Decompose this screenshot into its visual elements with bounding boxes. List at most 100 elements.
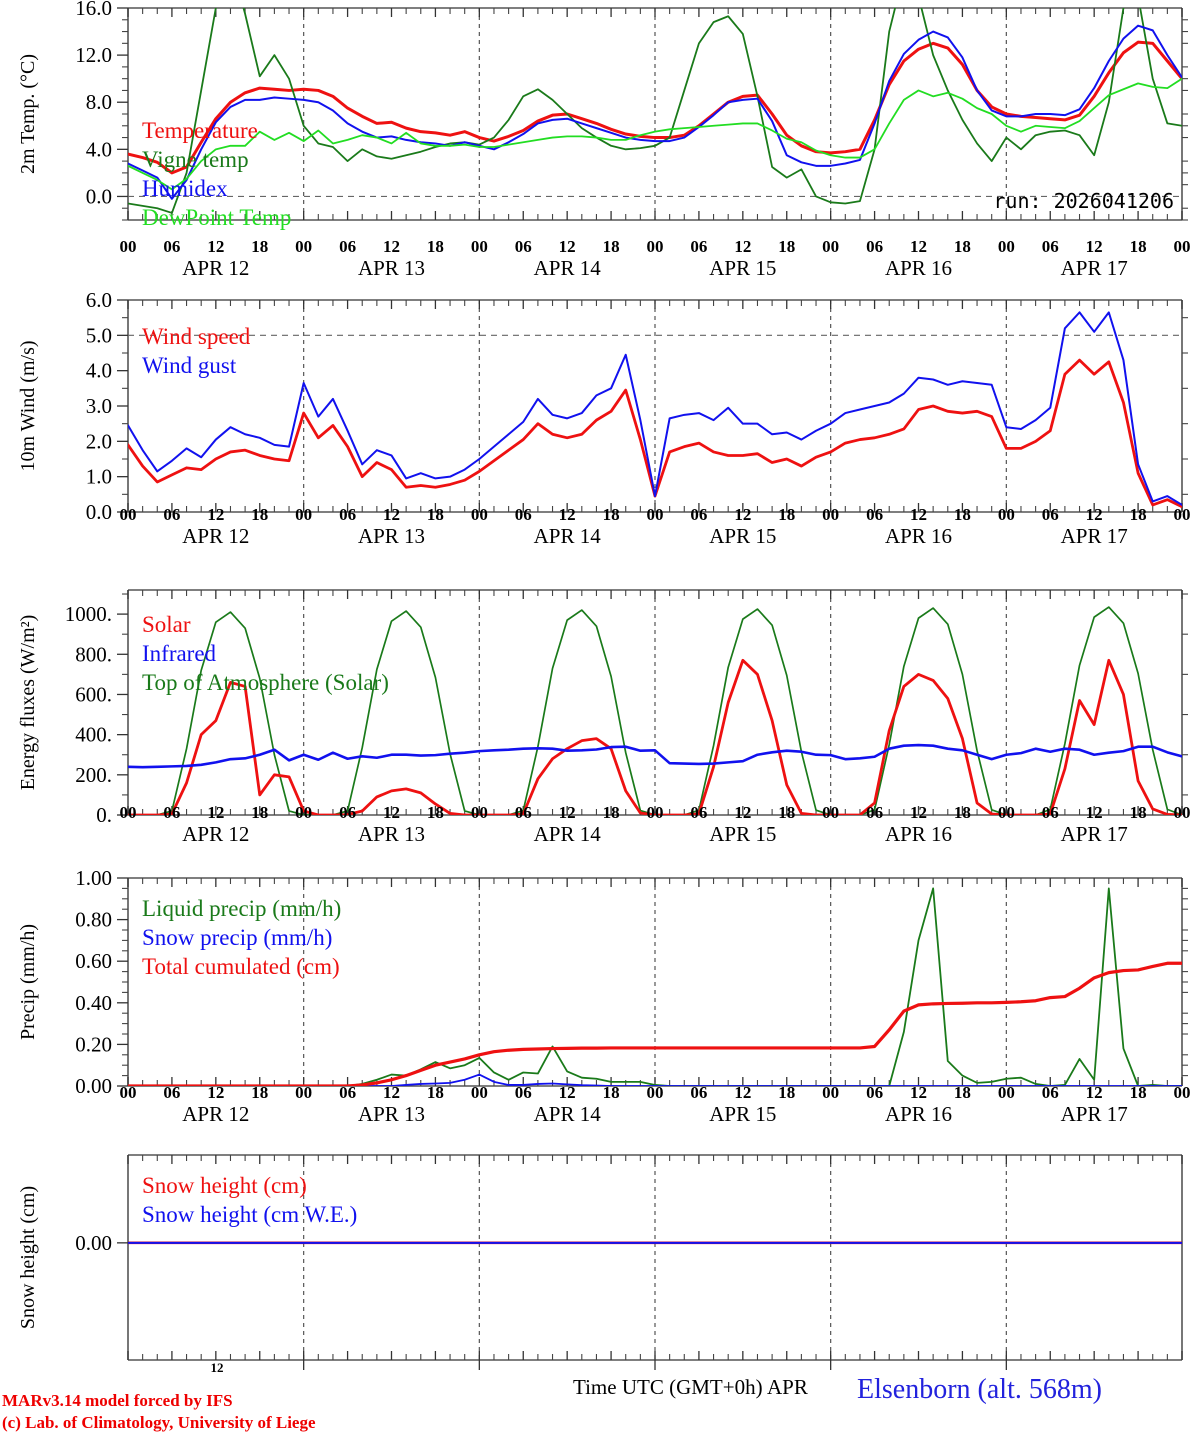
x-tick-label: 06: [690, 237, 707, 256]
x-day-label: APR 13: [358, 256, 425, 280]
x-day-label: APR 17: [1061, 822, 1128, 846]
x-tick-label: 06: [1042, 505, 1059, 524]
x-tick-label: 00: [647, 803, 664, 822]
series-line: [128, 961, 1182, 1086]
y-tick-label: 6.0: [86, 288, 112, 312]
series-line: [128, 743, 1182, 769]
x-tick-label: 00: [471, 1083, 488, 1102]
x-tick-label: 00: [998, 237, 1015, 256]
x-tick-label: 00: [647, 237, 664, 256]
x-day-label: APR 14: [534, 822, 602, 846]
y-tick-label: 2.0: [86, 429, 112, 453]
panel-wind: 0.0 1.0 2.0 3.0 4.0 5.0 6.0 Wind speed Wind gust…: [17, 288, 1191, 548]
y-tick-label: 0.80: [75, 908, 112, 932]
x-tick-label: 18: [1130, 237, 1147, 256]
x-tick-label: 00: [1174, 237, 1191, 256]
x-tick-label: 12: [1086, 1083, 1103, 1102]
month-label: APR: [767, 1375, 808, 1399]
x-tick-label: 18: [954, 1083, 971, 1102]
x-tick-label: 00: [471, 237, 488, 256]
x-tick-label: 12: [910, 505, 927, 524]
x-tick-label: 06: [339, 803, 356, 822]
x-tick-label: 12: [383, 803, 400, 822]
x-tick-label: 06: [339, 237, 356, 256]
x-tick-label: 18: [778, 1083, 795, 1102]
x-tick-label: 06: [690, 803, 707, 822]
credit-line-1: MARv3.14 model forced by IFS: [2, 1391, 233, 1410]
x-tick-label: 00: [295, 803, 312, 822]
x-tick-label: 12: [383, 1083, 400, 1102]
y-tick-label: 3.0: [86, 394, 112, 418]
run-label: run: 2026041206: [993, 189, 1174, 213]
x-tick-label: 18: [954, 803, 971, 822]
y-tick-label: 200.: [75, 763, 112, 787]
x-day-label: APR 16: [885, 822, 952, 846]
x-day-label: APR 13: [358, 1102, 425, 1126]
x-tick-label: 12: [383, 505, 400, 524]
x-tick-label: 00: [1174, 1083, 1191, 1102]
x-tick-label: 00: [998, 505, 1015, 524]
y-tick-label: 0.60: [75, 949, 112, 973]
x-day-label: APR 14: [534, 1102, 602, 1126]
x-tick-label: 00: [998, 803, 1015, 822]
legend-entry: DewPoint Temp: [142, 205, 291, 230]
x-tick-label: 06: [690, 1083, 707, 1102]
y-tick-label: 5.0: [86, 323, 112, 347]
legend-entry: Top of Atmosphere (Solar): [142, 670, 389, 695]
x-tick-label: 12: [734, 237, 751, 256]
x-tick-label: 00: [822, 803, 839, 822]
x-tick-label: 12: [1086, 803, 1103, 822]
x-tick-label: 18: [1130, 505, 1147, 524]
y-tick-label: 0.20: [75, 1032, 112, 1056]
x-tick-label: 12: [207, 1083, 224, 1102]
x-tick-label: 06: [690, 505, 707, 524]
y-tick-label: 400.: [75, 723, 112, 747]
series-line: [128, 658, 1182, 815]
x-tick-label: 06: [163, 803, 180, 822]
x-day-label: APR 16: [885, 524, 952, 548]
x-tick-label: 18: [778, 237, 795, 256]
x-tick-label: 00: [647, 505, 664, 524]
x-tick-label: 06: [866, 1083, 883, 1102]
small-day-marker: 12: [211, 1360, 224, 1375]
x-tick-label: 18: [603, 803, 620, 822]
x-tick-label: 18: [251, 505, 268, 524]
x-tick-label: 12: [910, 803, 927, 822]
x-tick-label: 18: [251, 237, 268, 256]
x-day-label: APR 17: [1061, 524, 1128, 548]
x-tick-label: 12: [734, 803, 751, 822]
x-tick-label: 00: [1174, 803, 1191, 822]
x-day-label: APR 15: [709, 524, 776, 548]
y-tick-label: 16.0: [75, 0, 112, 20]
x-tick-label: 18: [954, 505, 971, 524]
x-tick-label: 06: [163, 505, 180, 524]
x-tick-label: 00: [120, 237, 137, 256]
legend-entry: Temperature: [142, 118, 258, 143]
legend-entry: Wind gust: [142, 353, 237, 378]
panel-precip: 0.00 0.20 0.40 0.60 0.80 1.00 Liquid precip (m…: [17, 866, 1191, 1126]
x-tick-label: 06: [515, 1083, 532, 1102]
legend-entry: Vigne temp: [142, 147, 249, 172]
x-day-label: APR 12: [182, 822, 249, 846]
x-day-label: APR 17: [1061, 256, 1128, 280]
x-tick-label: 00: [822, 1083, 839, 1102]
x-tick-label: 12: [910, 1083, 927, 1102]
x-day-label: APR 15: [709, 256, 776, 280]
x-tick-label: 00: [295, 505, 312, 524]
x-tick-label: 18: [778, 505, 795, 524]
legend-entry: Liquid precip (mm/h): [142, 896, 341, 921]
x-day-label: APR 15: [709, 1102, 776, 1126]
panel-energy: 0. 200. 400. 600. 800. 1000. Solar Infrared Top …: [17, 589, 1191, 846]
y-tick-label: 600.: [75, 682, 112, 706]
y-tick-label: 0.40: [75, 991, 112, 1015]
x-tick-label: 06: [163, 1083, 180, 1102]
y-tick-label: 1.00: [75, 866, 112, 890]
legend-entry: Wind speed: [142, 324, 251, 349]
legend-entry: Total cumulated (cm): [142, 954, 340, 979]
x-tick-label: 18: [427, 237, 444, 256]
x-tick-label: 12: [734, 505, 751, 524]
y-tick-label: 0.: [96, 803, 112, 827]
legend-entry: Solar: [142, 612, 191, 637]
